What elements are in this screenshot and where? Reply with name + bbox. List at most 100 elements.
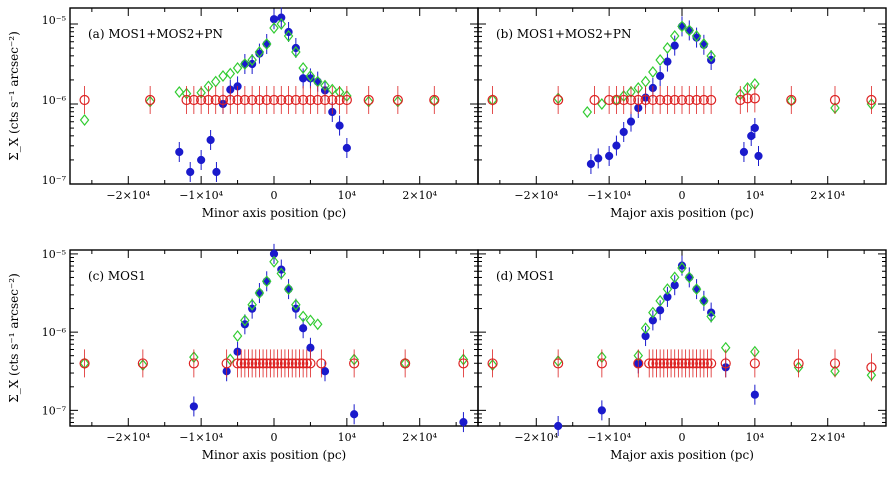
data-point-bkg <box>553 358 564 369</box>
data-point-bkg <box>305 358 316 369</box>
data-point-total <box>261 275 272 288</box>
data-point-total <box>655 54 665 66</box>
x-tick-label: −1×10⁴ <box>179 189 223 202</box>
data-point-net <box>189 402 198 411</box>
data-point-net <box>459 417 468 427</box>
x-tick-label: 10⁴ <box>746 431 765 444</box>
data-point-bkg <box>290 358 301 369</box>
data-point-net <box>269 15 279 24</box>
data-point-bkg <box>188 358 199 369</box>
data-point-bkg <box>254 94 265 106</box>
data-point-total <box>225 353 236 366</box>
data-point-bkg <box>458 358 469 369</box>
data-point-net <box>212 167 221 177</box>
data-point-net <box>656 71 665 81</box>
data-point-total <box>174 86 185 98</box>
panel-c: −2×10⁴ −1×10⁴ 0 10⁴ 2×10⁴ 10⁻⁵ 10⁻⁶ 10⁻⁷ (c) MOS… <box>7 243 479 462</box>
data-point-bkg <box>633 358 644 369</box>
data-point-total <box>305 314 316 327</box>
data-point-bkg <box>221 358 232 369</box>
x-tick-label: −1×10⁴ <box>179 431 223 444</box>
data-point-total <box>283 30 294 42</box>
data-point-bkg <box>298 358 309 369</box>
data-point-bkg <box>188 94 199 106</box>
x-tick-label: 10⁴ <box>746 189 765 202</box>
data-point-bkg <box>698 94 709 106</box>
data-point-bkg <box>276 358 287 369</box>
data-point-total <box>706 50 716 62</box>
data-point-bkg <box>319 94 331 106</box>
data-point-total <box>218 70 228 82</box>
x-tick-label: −2×10⁴ <box>514 431 558 444</box>
data-point-bkg <box>589 94 600 106</box>
data-point-bkg <box>658 358 669 369</box>
data-point-total <box>684 24 695 37</box>
data-point-total <box>655 294 665 307</box>
data-point-total <box>254 46 265 58</box>
data-point-total <box>79 114 90 126</box>
data-point-bkg <box>301 358 312 369</box>
data-point-bkg <box>203 94 214 106</box>
data-point-bkg <box>298 94 309 106</box>
data-point-bkg <box>239 94 250 106</box>
data-point-net <box>277 13 286 22</box>
data-point-bkg <box>596 358 607 369</box>
panel-d: −2×10⁴ −1×10⁴ 0 10⁴ 2×10⁴ (d) MOS1 Major axis … <box>477 249 887 462</box>
data-point-bkg <box>742 93 753 104</box>
data-point-bkg <box>283 358 294 369</box>
data-point-bkg <box>257 358 269 369</box>
data-point-bkg <box>698 358 709 369</box>
x-tick-label: 2×10⁴ <box>402 189 437 202</box>
data-point-bkg <box>79 358 90 369</box>
data-point-bkg <box>793 358 804 369</box>
x-tick-label: 10⁴ <box>338 189 357 202</box>
data-point-total <box>298 62 308 74</box>
data-point-bkg <box>662 94 673 106</box>
data-point-bkg <box>305 94 316 106</box>
data-point-bkg <box>196 94 207 106</box>
data-point-bkg <box>334 94 345 106</box>
data-point-total <box>232 330 243 343</box>
data-point-net <box>335 121 344 130</box>
data-point-bkg <box>676 358 688 369</box>
data-point-bkg <box>243 358 254 369</box>
data-point-bkg <box>312 94 323 106</box>
panel-label: (c) MOS1 <box>88 269 146 283</box>
data-point-bkg <box>287 358 298 369</box>
data-point-total <box>261 38 272 50</box>
data-point-bkg <box>749 358 760 369</box>
data-point-bkg <box>268 358 280 369</box>
x-tick-label: 2×10⁴ <box>810 431 845 444</box>
data-point-bkg <box>400 358 411 369</box>
data-point-bkg <box>665 358 677 369</box>
x-tick-label: −2×10⁴ <box>514 189 558 202</box>
x-tick-label: −1×10⁴ <box>587 431 631 444</box>
data-point-total <box>669 271 680 284</box>
data-point-net <box>206 135 215 145</box>
data-point-bkg <box>633 94 644 106</box>
panel-label: (a) MOS1+MOS2+PN <box>88 27 223 41</box>
data-point-total <box>640 322 651 335</box>
y-axis-label: Σ_X (cts s⁻¹ arcsec⁻²) <box>7 31 21 161</box>
y-tick-label: 10⁻⁵ <box>42 14 66 27</box>
data-point-bkg <box>294 358 305 369</box>
data-point-bkg <box>647 94 658 106</box>
data-point-total <box>640 75 651 88</box>
data-point-total <box>283 283 294 296</box>
data-point-net <box>299 74 308 83</box>
data-point-bkg <box>829 94 841 106</box>
data-point-bkg <box>145 94 156 106</box>
data-point-total <box>684 271 695 284</box>
data-point-bkg <box>604 94 615 106</box>
x-axis-label: Minor axis position (pc) <box>202 206 346 220</box>
data-point-total <box>225 67 236 80</box>
data-point-net <box>299 324 308 333</box>
x-axis-label: Major axis position (pc) <box>610 206 754 220</box>
data-point-net <box>747 131 756 141</box>
data-point-bkg <box>363 94 374 106</box>
data-point-total <box>269 22 279 34</box>
data-point-net <box>306 74 315 83</box>
data-point-bkg <box>232 358 243 369</box>
data-point-bkg <box>290 94 301 106</box>
x-tick-label: 2×10⁴ <box>810 189 845 202</box>
